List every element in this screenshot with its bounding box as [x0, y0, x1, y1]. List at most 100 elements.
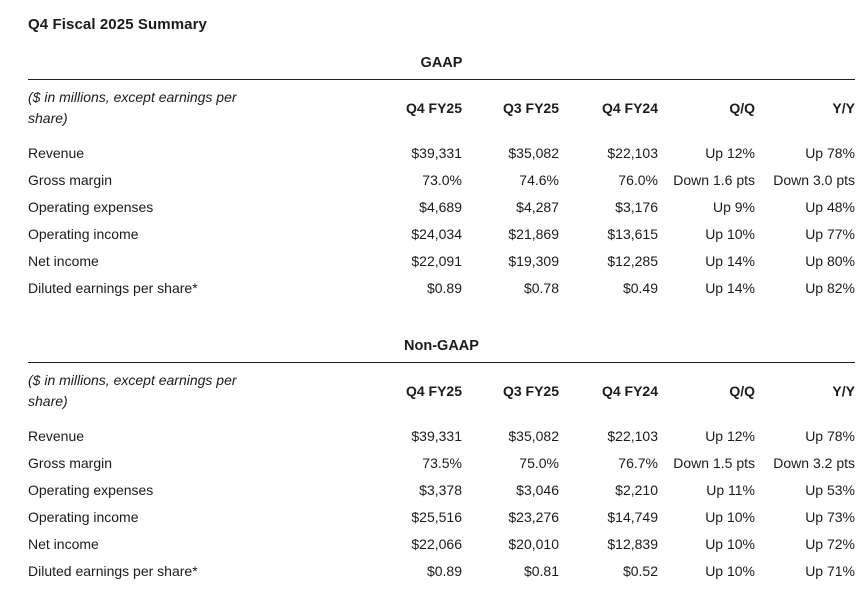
page: Q4 Fiscal 2025 Summary GAAP ($ in millio…	[28, 16, 855, 584]
cell-value: $22,103	[607, 427, 658, 444]
row-label: Operating expenses	[28, 198, 154, 215]
row-label: Diluted earnings per share*	[28, 562, 198, 579]
cell-value: Up 77%	[805, 225, 855, 242]
cell-value: Up 48%	[805, 198, 855, 215]
cell-value: $12,839	[607, 535, 658, 552]
cell-value: $0.81	[523, 562, 559, 579]
measure-note: ($ in millions, except earnings per shar…	[28, 372, 237, 409]
table-row: Operating expenses $4,689 $4,287 $3,176 Up 9…	[28, 193, 855, 220]
cell-value: Up 82%	[805, 279, 855, 296]
table-row: Operating expenses $3,378 $3,046 $2,210 Up 1…	[28, 476, 855, 503]
cell-value: $0.49	[622, 279, 658, 296]
cell-value: $0.89	[426, 279, 462, 296]
cell-value: $35,082	[508, 144, 559, 161]
cell-value: $0.78	[523, 279, 559, 296]
cell-value: Up 10%	[705, 225, 755, 242]
non-gaap-table: Non-GAAP ($ in millions, except earnings…	[28, 339, 855, 584]
cell-value: $0.89	[426, 562, 462, 579]
cell-value: Up 71%	[805, 562, 855, 579]
row-label: Gross margin	[28, 454, 113, 471]
row-label: Gross margin	[28, 171, 113, 188]
column-header-qq: Q/Q	[729, 100, 755, 116]
table-row: Gross margin 73.5% 75.0% 76.7% Down 1.5 pts D…	[28, 449, 855, 476]
table-row: Operating income $25,516 $23,276 $14,749 Up …	[28, 503, 855, 530]
cell-value: $24,034	[411, 225, 462, 242]
cell-value: $23,276	[508, 508, 559, 525]
cell-value: Up 10%	[705, 535, 755, 552]
row-label: Operating expenses	[28, 481, 154, 498]
cell-value: Up 80%	[805, 252, 855, 269]
row-label: Operating income	[28, 225, 139, 242]
cell-value: $0.52	[622, 562, 658, 579]
column-header-q3fy25: Q3 FY25	[502, 100, 559, 116]
gaap-table-title: GAAP	[28, 56, 855, 80]
row-label: Revenue	[28, 427, 85, 444]
non-gaap-header-row: ($ in millions, except earnings per shar…	[28, 363, 855, 422]
column-header-yy: Y/Y	[832, 100, 855, 116]
page-title: Q4 Fiscal 2025 Summary	[28, 16, 207, 33]
cell-value: Down 1.6 pts	[673, 171, 755, 188]
row-label: Diluted earnings per share*	[28, 279, 198, 296]
cell-value: $21,869	[508, 225, 559, 242]
row-label: Net income	[28, 535, 99, 552]
cell-value: 75.0%	[519, 454, 559, 471]
measure-note: ($ in millions, except earnings per shar…	[28, 89, 237, 126]
cell-value: $39,331	[411, 427, 462, 444]
cell-value: 73.5%	[422, 454, 462, 471]
cell-value: $22,103	[607, 144, 658, 161]
column-header-yy: Y/Y	[832, 383, 855, 399]
cell-value: Up 53%	[805, 481, 855, 498]
row-label: Net income	[28, 252, 99, 269]
cell-value: 73.0%	[422, 171, 462, 188]
table-row: Net income $22,066 $20,010 $12,839 Up 10% Up …	[28, 530, 855, 557]
cell-value: $3,378	[419, 481, 462, 498]
cell-value: Down 3.0 pts	[773, 171, 855, 188]
cell-value: Up 78%	[805, 144, 855, 161]
cell-value: Up 78%	[805, 427, 855, 444]
cell-value: Up 10%	[705, 508, 755, 525]
table-row: Diluted earnings per share* $0.89 $0.78 $0.…	[28, 274, 855, 301]
cell-value: $39,331	[411, 144, 462, 161]
table-row: Revenue $39,331 $35,082 $22,103 Up 12% Up 78%	[28, 422, 855, 449]
cell-value: $35,082	[508, 427, 559, 444]
cell-value: 76.0%	[618, 171, 658, 188]
cell-value: Down 1.5 pts	[673, 454, 755, 471]
table-row: Gross margin 73.0% 74.6% 76.0% Down 1.6 pts D…	[28, 166, 855, 193]
row-label: Operating income	[28, 508, 139, 525]
column-header-q3fy25: Q3 FY25	[502, 383, 559, 399]
cell-value: Up 12%	[705, 144, 755, 161]
cell-value: $13,615	[607, 225, 658, 242]
gaap-table: GAAP ($ in millions, except earnings per…	[28, 56, 855, 301]
cell-value: Up 11%	[706, 481, 755, 498]
cell-value: Up 12%	[705, 427, 755, 444]
cell-value: Up 10%	[705, 562, 755, 579]
cell-value: 74.6%	[519, 171, 559, 188]
column-header-q4fy24: Q4 FY24	[601, 100, 658, 116]
table-row: Revenue $39,331 $35,082 $22,103 Up 12% Up 78%	[28, 139, 855, 166]
cell-value: $4,287	[516, 198, 559, 215]
cell-value: Up 14%	[705, 252, 755, 269]
cell-value: $22,066	[411, 535, 462, 552]
column-header-q4fy25: Q4 FY25	[405, 100, 462, 116]
cell-value: $22,091	[411, 252, 462, 269]
table-row: Diluted earnings per share* $0.89 $0.81 $0.…	[28, 557, 855, 584]
non-gaap-table-title: Non-GAAP	[28, 339, 855, 363]
cell-value: $19,309	[508, 252, 559, 269]
cell-value: $25,516	[411, 508, 462, 525]
cell-value: Down 3.2 pts	[773, 454, 855, 471]
column-header-qq: Q/Q	[729, 383, 755, 399]
gaap-header-row: ($ in millions, except earnings per shar…	[28, 80, 855, 139]
table-row: Net income $22,091 $19,309 $12,285 Up 14% Up …	[28, 247, 855, 274]
cell-value: $2,210	[615, 481, 658, 498]
cell-value: $12,285	[607, 252, 658, 269]
cell-value: $4,689	[419, 198, 462, 215]
cell-value: $3,046	[516, 481, 559, 498]
cell-value: $20,010	[508, 535, 559, 552]
table-row: Operating income $24,034 $21,869 $13,615 Up …	[28, 220, 855, 247]
cell-value: Up 14%	[705, 279, 755, 296]
cell-value: 76.7%	[618, 454, 658, 471]
cell-value: Up 9%	[712, 198, 755, 215]
column-header-q4fy25: Q4 FY25	[405, 383, 462, 399]
cell-value: $14,749	[607, 508, 658, 525]
row-label: Revenue	[28, 144, 85, 161]
